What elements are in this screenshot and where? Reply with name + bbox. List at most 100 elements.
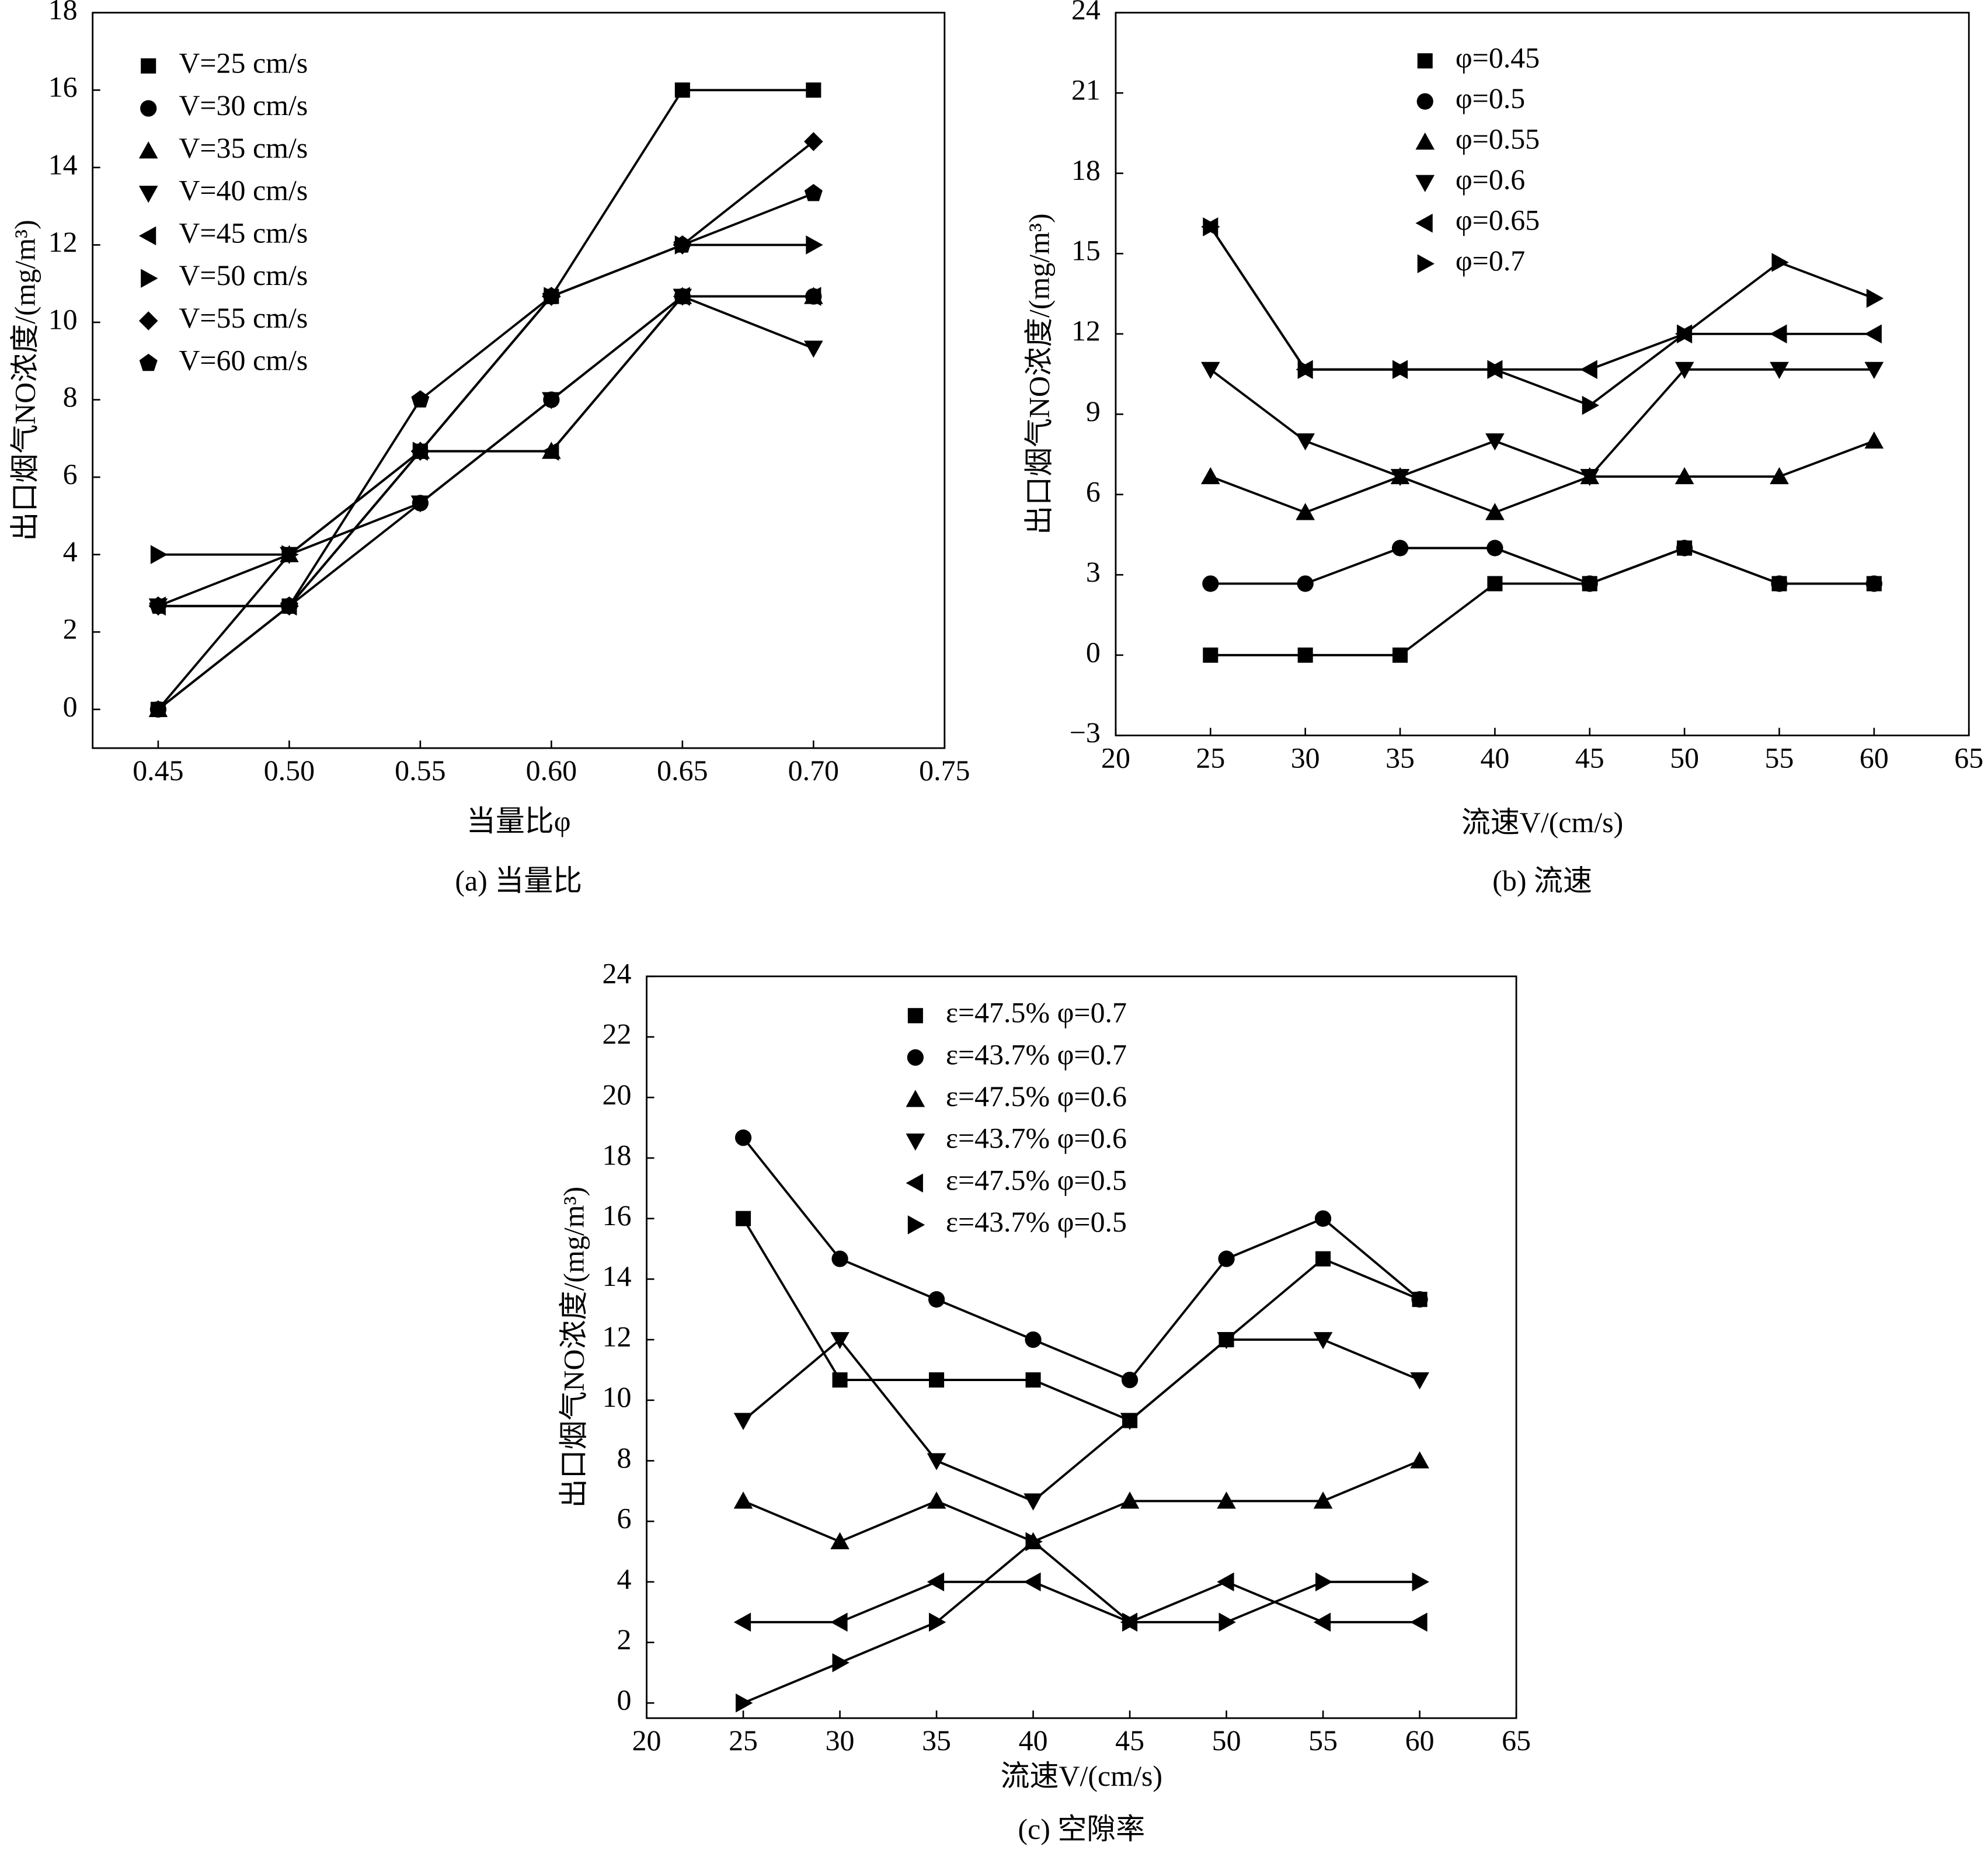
legend-marker	[906, 1173, 923, 1193]
data-marker	[733, 1491, 753, 1509]
x-tick-label: 45	[1575, 741, 1604, 774]
data-marker	[1120, 1413, 1140, 1430]
x-tick-label: 35	[922, 1724, 951, 1757]
data-marker	[1025, 1532, 1043, 1552]
legend-marker	[907, 1049, 924, 1066]
data-marker	[1487, 360, 1505, 380]
y-tick-label: 24	[603, 957, 632, 989]
series-line	[1210, 547, 1874, 656]
y-tick-label: 16	[48, 71, 78, 103]
data-marker	[1203, 217, 1220, 237]
legend-marker	[907, 1215, 925, 1235]
x-tick-label: 0.70	[788, 754, 839, 787]
data-marker	[674, 82, 690, 98]
data-marker	[1580, 469, 1600, 486]
data-marker	[1296, 433, 1315, 451]
data-marker	[281, 545, 299, 564]
y-axis-label: 出口烟气NO浓度/(mg/m³)	[8, 220, 41, 541]
data-marker	[1023, 1572, 1041, 1592]
legend-marker	[1416, 93, 1433, 110]
data-marker	[280, 596, 298, 614]
data-marker	[1866, 288, 1884, 308]
legend-marker	[1417, 254, 1435, 273]
y-tick-label: 8	[63, 380, 78, 413]
data-marker	[1218, 1250, 1235, 1267]
data-marker	[1203, 647, 1218, 663]
series-line	[743, 1459, 1421, 1543]
plot-frame	[1115, 12, 1970, 736]
data-marker	[804, 132, 823, 151]
data-marker	[1771, 253, 1789, 272]
data-marker	[1217, 1572, 1234, 1592]
series-line	[1210, 547, 1874, 585]
y-tick-label: 20	[603, 1078, 632, 1111]
x-tick-label: 25	[729, 1724, 758, 1757]
data-marker	[1412, 1572, 1429, 1592]
series-line	[742, 1338, 1421, 1503]
data-marker	[410, 495, 430, 513]
x-tick-label: 25	[1196, 741, 1225, 774]
data-marker	[806, 82, 821, 98]
data-marker	[1582, 395, 1600, 415]
series-line	[158, 295, 814, 607]
data-marker	[1771, 575, 1788, 592]
x-tick-label: 0.65	[657, 754, 708, 787]
legend-marker	[138, 141, 158, 159]
legend-label: V=60 cm/s	[179, 344, 308, 377]
data-marker	[542, 392, 561, 409]
legend-marker	[1415, 132, 1435, 150]
data-marker	[673, 287, 690, 306]
data-marker	[1580, 360, 1597, 380]
data-marker	[1864, 361, 1884, 380]
y-tick-label: 9	[1086, 395, 1101, 427]
x-tick-label: 0.60	[526, 754, 577, 787]
y-tick-label: 15	[1071, 234, 1101, 267]
data-marker	[1392, 647, 1408, 663]
series-line	[1210, 368, 1874, 478]
data-marker	[736, 1211, 751, 1226]
data-marker	[1391, 540, 1409, 557]
legend-marker	[906, 1090, 925, 1107]
y-tick-label: 8	[617, 1441, 632, 1474]
data-marker	[1023, 1493, 1043, 1511]
data-marker	[1201, 361, 1220, 380]
data-marker	[1410, 1372, 1429, 1390]
data-marker	[150, 545, 168, 564]
y-tick-label: 16	[603, 1199, 632, 1232]
y-tick-label: 18	[48, 0, 78, 26]
data-marker	[804, 287, 821, 306]
y-tick-label: 18	[603, 1138, 632, 1171]
data-marker	[1297, 647, 1313, 663]
data-marker	[806, 235, 823, 255]
data-marker	[1485, 503, 1505, 520]
y-tick-label: 3	[1086, 555, 1101, 588]
series-line	[1209, 226, 1874, 371]
data-marker	[1217, 1332, 1236, 1350]
data-marker	[1770, 324, 1787, 344]
data-marker	[831, 1250, 848, 1267]
data-marker	[542, 441, 559, 461]
legend-label: ε=43.7% φ=0.5	[946, 1205, 1127, 1238]
data-marker	[804, 183, 823, 201]
data-marker	[1313, 1332, 1333, 1350]
x-tick-label: 60	[1860, 741, 1889, 774]
data-marker	[1864, 431, 1884, 449]
y-tick-label: 14	[48, 148, 78, 180]
data-marker	[1120, 1491, 1140, 1509]
legend-marker	[138, 226, 156, 246]
y-tick-label: 6	[63, 458, 78, 491]
y-tick-label: 0	[617, 1684, 632, 1716]
legend-label: φ=0.45	[1456, 41, 1540, 74]
legend-label: V=45 cm/s	[179, 216, 308, 249]
data-marker	[1410, 1612, 1428, 1632]
data-marker	[1486, 540, 1503, 557]
legend-label: ε=43.7% φ=0.6	[946, 1122, 1127, 1154]
y-tick-label: 10	[48, 302, 78, 335]
data-marker	[1677, 324, 1694, 344]
data-marker	[927, 1453, 946, 1470]
y-axis-label: 出口烟气NO浓度/(mg/m³)	[558, 1187, 590, 1508]
data-marker	[832, 1372, 848, 1388]
y-tick-label: 0	[63, 690, 78, 722]
data-marker	[929, 1612, 946, 1632]
